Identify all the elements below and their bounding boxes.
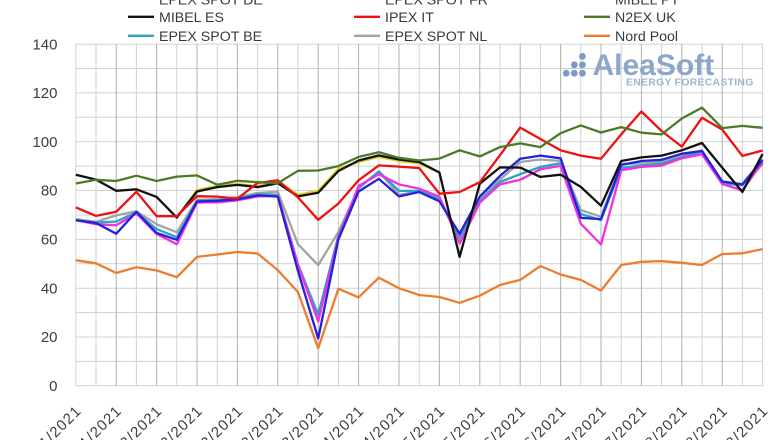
- svg-text:N2EX UK: N2EX UK: [615, 10, 676, 26]
- svg-text:EPEX SPOT BE: EPEX SPOT BE: [159, 29, 262, 45]
- svg-text:120: 120: [32, 85, 57, 102]
- svg-text:EPEX SPOT DE: EPEX SPOT DE: [159, 0, 263, 8]
- svg-text:Nord Pool: Nord Pool: [615, 29, 678, 45]
- svg-text:40: 40: [41, 280, 58, 297]
- svg-text:100: 100: [32, 134, 57, 151]
- svg-text:140: 140: [32, 36, 57, 53]
- svg-text:80: 80: [41, 183, 58, 200]
- svg-text:AleaSoft: AleaSoft: [593, 49, 715, 82]
- svg-text:20: 20: [41, 329, 58, 346]
- svg-text:EPEX SPOT FR: EPEX SPOT FR: [385, 0, 488, 8]
- svg-text:MIBEL PT: MIBEL PT: [615, 0, 679, 8]
- svg-text:MIBEL ES: MIBEL ES: [159, 10, 224, 26]
- svg-text:0: 0: [49, 378, 57, 395]
- svg-text:EPEX SPOT NL: EPEX SPOT NL: [385, 29, 487, 45]
- svg-text:60: 60: [41, 232, 58, 249]
- svg-text:ENERGY FORECASTING: ENERGY FORECASTING: [626, 78, 754, 89]
- svg-text:IPEX IT: IPEX IT: [385, 10, 434, 26]
